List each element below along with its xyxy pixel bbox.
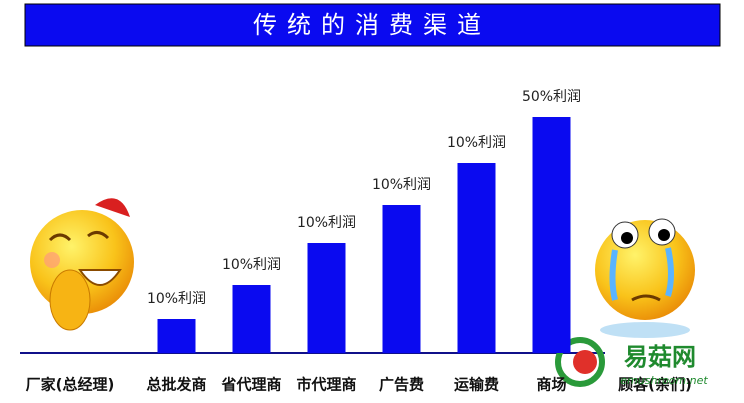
x-tick-label: 市代理商 (296, 376, 356, 394)
watermark-name: 易菇网 (624, 343, 696, 371)
bar (532, 117, 571, 353)
x-tick-label: 运输费 (454, 376, 499, 394)
bar-annotation: 10%利润 (222, 257, 281, 273)
watermark: 易菇网 emushroom.net (555, 337, 708, 387)
bar-annotation: 10%利润 (297, 215, 356, 231)
bar (157, 319, 196, 353)
laughing-face (30, 198, 134, 331)
bar-annotation: 10%利润 (372, 177, 431, 193)
x-tick-label: 广告费 (379, 376, 424, 394)
bar (232, 285, 271, 353)
watermark-site: emushroom.net (620, 374, 708, 387)
bar-annotation: 50%利润 (522, 89, 581, 105)
x-tick-label: 总批发商 (146, 376, 206, 394)
bar-annotation: 10%利润 (147, 291, 206, 307)
bar-annotation: 10%利润 (447, 135, 506, 151)
x-tick-label: 商场 (536, 376, 566, 394)
left-label: 厂家(总经理) (26, 376, 115, 394)
right-label: 顾客(亲们) (618, 376, 692, 394)
crying-face (595, 218, 695, 338)
bar (457, 163, 496, 353)
bar (382, 205, 421, 353)
bar (307, 243, 346, 353)
x-tick-label: 省代理商 (220, 376, 281, 394)
chart-title: 传统的消费渠道 (253, 11, 491, 39)
title-bar (24, 3, 721, 47)
